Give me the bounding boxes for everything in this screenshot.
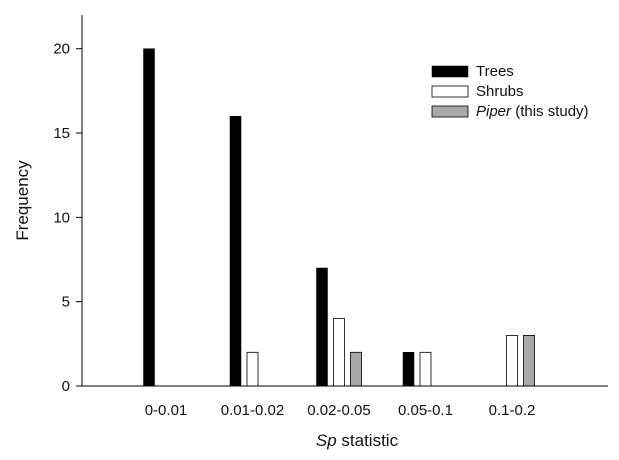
x-axis-title-rest: statistic (337, 431, 399, 450)
bars-layer (143, 48, 535, 387)
bar-piper-2 (350, 351, 362, 387)
legend-swatch-shrubs (431, 85, 469, 98)
x-tick-label-3: 0.05-0.1 (398, 402, 453, 419)
legend-swatch-trees (431, 65, 469, 78)
y-axis-title: Frequency (13, 160, 32, 241)
y-tick-label-4: 20 (53, 41, 70, 58)
x-tick-label-2: 0.02-0.05 (307, 402, 370, 419)
y-tick-label-1: 5 (62, 294, 70, 311)
bar-trees-0 (143, 48, 155, 387)
legend-swatch-piper (431, 105, 469, 118)
x-tick-label-1: 0.01-0.02 (221, 402, 284, 419)
y-tick-label-2: 10 (53, 209, 70, 226)
labels-layer: 0-0.01 0.01-0.02 0.02-0.05 0.05-0.1 0.1-0.2 0… (13, 41, 535, 450)
bar-shrubs-1 (246, 351, 259, 387)
y-tick-label-0: 0 (62, 378, 70, 395)
legend-label-trees: Trees (476, 63, 514, 80)
bar-shrubs-3 (419, 351, 432, 387)
legend-label-italic: Piper (476, 103, 512, 120)
legend-label-piper: Piper (this study) (476, 103, 589, 120)
legend-label-shrubs: Shrubs (476, 83, 524, 100)
y-tick-label-3: 15 (53, 125, 70, 142)
bar-shrubs-4 (506, 334, 518, 387)
x-tick-label-4: 0.1-0.2 (489, 402, 536, 419)
legend-label-text: Shrubs (476, 83, 524, 100)
x-axis-title-italic: Sp (316, 431, 337, 450)
bar-trees-3 (402, 352, 415, 387)
legend: Trees Shrubs Piper (this study) (431, 63, 589, 120)
legend-label-text: (this study) (511, 103, 589, 120)
bar-trees-1 (229, 115, 242, 387)
axes-layer (76, 15, 608, 387)
x-axis-title: Sp statistic (316, 431, 399, 450)
bar-piper-4 (523, 334, 535, 387)
bar-trees-2 (316, 267, 328, 387)
legend-label-text: Trees (476, 63, 514, 80)
x-tick-label-0: 0-0.01 (145, 402, 188, 419)
bar-shrubs-2 (333, 318, 345, 387)
